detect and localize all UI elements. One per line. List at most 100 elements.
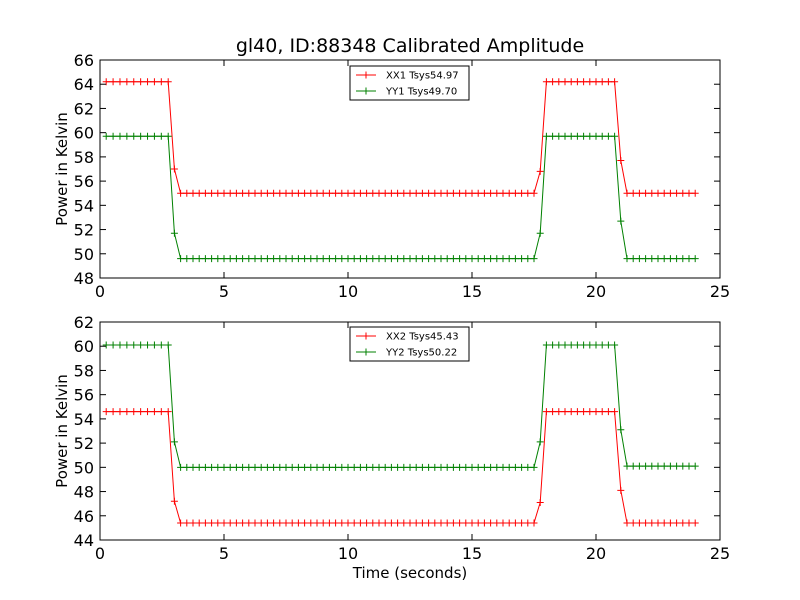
data-point	[189, 189, 197, 197]
data-point	[164, 78, 172, 86]
data-point	[406, 519, 414, 527]
data-point	[542, 78, 550, 86]
data-point	[294, 519, 302, 527]
data-point	[666, 519, 674, 527]
data-point	[150, 408, 158, 416]
data-point	[530, 255, 538, 263]
data-point	[648, 255, 656, 263]
plot-frame	[99, 59, 721, 279]
data-point	[245, 189, 253, 197]
data-point	[375, 519, 383, 527]
data-point	[493, 519, 501, 527]
data-point	[654, 189, 662, 197]
data-point	[239, 255, 247, 263]
data-point	[425, 463, 433, 471]
data-point	[505, 189, 513, 197]
series-2	[102, 132, 699, 263]
data-point	[344, 463, 352, 471]
data-point	[350, 189, 358, 197]
data-point	[288, 255, 296, 263]
data-point	[387, 189, 395, 197]
y-tick-label: 56	[74, 386, 94, 405]
data-point	[214, 463, 222, 471]
data-point	[137, 341, 145, 349]
data-point	[239, 519, 247, 527]
x-axis-label: Time (seconds)	[352, 564, 468, 582]
y-tick-label: 52	[74, 221, 94, 240]
data-point	[177, 255, 185, 263]
data-point	[232, 189, 240, 197]
data-point	[573, 132, 581, 140]
data-point	[387, 255, 395, 263]
data-point	[288, 189, 296, 197]
data-point	[431, 189, 439, 197]
data-point	[307, 463, 315, 471]
data-point	[307, 255, 315, 263]
data-point	[387, 519, 395, 527]
data-point	[332, 519, 340, 527]
data-point	[635, 255, 643, 263]
data-point	[449, 463, 457, 471]
data-point	[195, 189, 203, 197]
data-point	[654, 462, 662, 470]
data-point	[456, 255, 464, 263]
data-point	[164, 408, 172, 416]
data-point	[623, 189, 631, 197]
data-point	[220, 189, 228, 197]
data-point	[418, 519, 426, 527]
data-point	[400, 463, 408, 471]
data-point	[109, 408, 117, 416]
data-point	[319, 255, 327, 263]
data-point	[130, 78, 138, 86]
data-point	[276, 255, 284, 263]
data-point	[573, 341, 581, 349]
y-tick-label: 52	[74, 434, 94, 453]
data-point	[468, 519, 476, 527]
data-point	[294, 255, 302, 263]
data-point	[276, 189, 284, 197]
data-point	[201, 519, 209, 527]
data-point	[679, 519, 687, 527]
data-point	[282, 189, 290, 197]
data-point	[123, 341, 131, 349]
legend-box	[349, 65, 470, 101]
legend-swatch-marker	[362, 87, 370, 95]
data-point	[456, 189, 464, 197]
data-point	[406, 255, 414, 263]
data-point	[189, 519, 197, 527]
data-point	[567, 408, 575, 416]
x-tick-label: 20	[586, 282, 606, 301]
data-point	[530, 463, 538, 471]
data-point	[137, 78, 145, 86]
data-point	[592, 132, 600, 140]
data-point	[226, 189, 234, 197]
legend-swatch-marker	[362, 71, 370, 79]
data-point	[183, 255, 191, 263]
data-point	[635, 519, 643, 527]
data-point	[487, 189, 495, 197]
data-point	[443, 519, 451, 527]
data-point	[443, 463, 451, 471]
data-point	[220, 519, 228, 527]
legend-box	[349, 326, 470, 362]
data-point	[443, 189, 451, 197]
data-point	[116, 408, 124, 416]
data-point	[406, 463, 414, 471]
data-point	[456, 519, 464, 527]
data-point	[137, 132, 145, 140]
data-point	[561, 341, 569, 349]
data-point	[344, 255, 352, 263]
legend-entry-2: YY1 Tsys49.70	[356, 87, 457, 98]
data-point	[189, 463, 197, 471]
data-point	[350, 519, 358, 527]
data-point	[679, 255, 687, 263]
data-point	[449, 519, 457, 527]
data-point	[673, 519, 681, 527]
data-point	[102, 132, 110, 140]
data-point	[144, 341, 152, 349]
data-point	[325, 519, 333, 527]
data-point	[356, 189, 364, 197]
data-point	[561, 78, 569, 86]
data-point	[524, 189, 532, 197]
data-point	[474, 519, 482, 527]
